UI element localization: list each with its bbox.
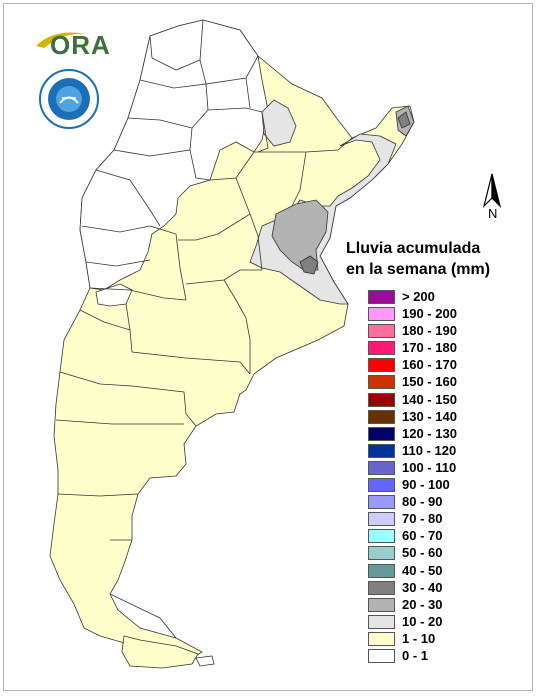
legend-label: 80 - 90 [402,494,443,510]
legend-swatch [368,580,395,595]
legend-label: 130 - 140 [402,408,457,424]
legend-label: 40 - 50 [402,562,443,578]
north-arrow-icon [482,173,502,208]
dry-area-northwest [79,19,269,291]
legend-swatch [368,614,395,629]
north-arrow: N [482,172,512,224]
legend-label: 100 - 110 [402,459,457,475]
legend-label: 60 - 70 [402,528,443,544]
islands-hint [195,655,215,667]
legend-label: 150 - 160 [402,374,457,390]
legend-label: 160 - 170 [402,357,457,373]
legend-swatch [368,307,395,322]
legend-label: 180 - 190 [402,323,457,339]
logo-swoosh-icon [36,32,86,48]
legend-swatch [368,392,395,407]
legend-swatch [368,631,395,646]
legend-label: > 200 [402,289,435,304]
legend-label: 140 - 150 [402,391,457,407]
legend-swatch [368,358,395,373]
legend-swatch [368,495,395,510]
legend-title-line1: Lluvia acumulada [346,240,481,257]
logo-text: ORA [50,30,111,60]
legend-label: 110 - 120 [402,442,457,458]
smn-seal-icon [39,69,99,129]
legend-label: 120 - 130 [402,425,457,441]
legend-label: 0 - 1 [402,647,429,663]
legend-swatch [368,460,395,475]
ora-logo: ORA [34,22,110,62]
legend-swatch [368,426,395,441]
legend-swatch [368,478,395,493]
legend-swatch [368,409,395,424]
legend-label: 170 - 180 [402,340,457,356]
legend-label: 190 - 200 [402,306,457,322]
map-frame [3,3,533,691]
highest-area-buenos-aires [299,255,319,275]
highest-area-misiones [397,111,411,129]
legend-swatch [368,341,395,356]
legend-label: 30 - 40 [402,579,443,595]
legend-label: 90 - 100 [402,477,450,493]
legend-swatch [368,546,395,561]
legend-swatch [368,563,395,578]
legend-title-line2: en la semana (mm) [346,261,491,278]
legend-swatch [368,375,395,390]
province-borders [55,19,353,639]
legend-swatch [368,512,395,527]
legend-label: 50 - 60 [402,545,443,561]
legend-label: 20 - 30 [402,596,443,612]
higher-area-litoral [271,199,329,271]
legend-label: 10 - 20 [402,613,443,629]
legend-title: Lluvia acumulada en la semana (mm) [346,238,490,280]
legend-label: 70 - 80 [402,511,443,527]
legend-swatch [368,529,395,544]
tierra-del-fuego [121,635,199,669]
north-label: N [488,206,498,221]
legend-label: 1 - 10 [402,630,436,646]
legend-swatch [368,648,395,663]
legend-swatch [368,324,395,339]
legend-swatch [368,290,395,304]
legend-swatch [368,597,395,612]
legend-swatch [368,443,395,458]
